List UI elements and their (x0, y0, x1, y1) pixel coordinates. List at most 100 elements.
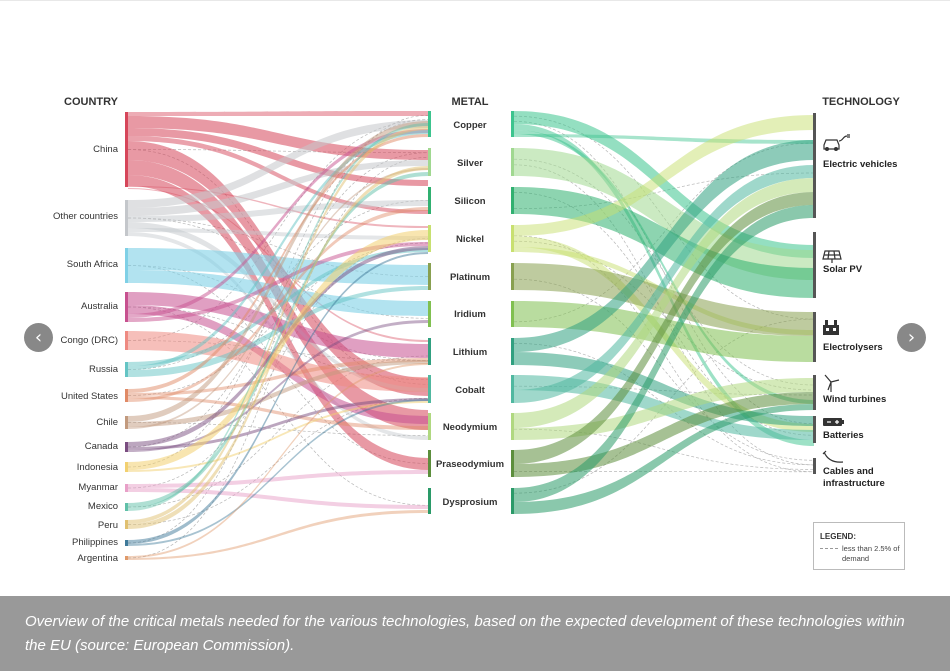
legend-title: LEGEND: (820, 532, 856, 541)
country-label: Argentina (77, 553, 118, 564)
country-node (125, 484, 128, 492)
technology-label: Electric vehicles (823, 159, 897, 170)
flow-country-metal (128, 168, 428, 429)
minor-flow-right (513, 164, 815, 466)
solar-panel-icon (822, 250, 842, 263)
metal-label: Silver (457, 158, 483, 169)
cable-icon (822, 450, 844, 463)
flow-country-metal (128, 331, 428, 392)
flow-country-metal (128, 129, 428, 318)
battery-icon (823, 418, 844, 426)
metal-node-out (511, 111, 514, 137)
metal-node-in (428, 413, 431, 440)
country-label: Canada (85, 441, 119, 452)
metal-label: Lithium (453, 347, 487, 358)
technology-column-header: TECHNOLOGY (822, 96, 900, 108)
flow-country-metal (128, 172, 428, 508)
metal-node-in (428, 488, 431, 514)
flow-country-metal (128, 401, 428, 472)
country-label: Indonesia (77, 462, 119, 473)
technology-node (813, 312, 816, 362)
flow-metal-technology (514, 140, 814, 352)
country-label: Peru (98, 520, 118, 531)
caption-bar: Overview of the critical metals needed f… (0, 596, 950, 671)
flow-metal-technology (514, 130, 814, 404)
metal-column-header: METAL (451, 96, 488, 108)
metal-node-in (428, 148, 431, 176)
technology-label: Solar PV (823, 264, 863, 275)
flow-country-metal (128, 398, 428, 450)
country-node (125, 520, 128, 529)
country-node (125, 200, 128, 236)
country-node (125, 556, 128, 560)
flow-country-metal (128, 470, 428, 488)
metal-node-out (511, 413, 514, 440)
metal-node-in (428, 301, 431, 327)
metal-label: Iridium (454, 309, 486, 320)
flow-country-metal (128, 136, 428, 214)
flow-country-metal (128, 111, 428, 116)
sankey-diagram: China Other countries South Africa Australi… (53, 96, 900, 564)
top-divider (0, 0, 950, 1)
country-node (125, 362, 128, 377)
previous-slide-button[interactable]: ‹ (24, 323, 53, 352)
country-column-header: COUNTRY (64, 96, 119, 108)
chevron-right-icon: › (907, 327, 916, 348)
country-label: Australia (81, 301, 119, 312)
flow-country-metal (128, 510, 428, 560)
flow-country-metal (128, 360, 428, 427)
country-label: Congo (DRC) (60, 335, 118, 346)
metal-technology-flows (513, 111, 815, 514)
country-label: Mexico (88, 501, 118, 512)
metal-label: Dysprosium (443, 497, 498, 508)
flow-country-metal (128, 252, 428, 544)
metal-node-out (511, 338, 514, 365)
country-node (125, 389, 128, 402)
technology-label: Electrolysers (823, 342, 883, 353)
technology-label: Batteries (823, 430, 864, 441)
metal-label: Cobalt (455, 385, 485, 396)
car-icon (823, 134, 850, 151)
flow-country-metal (128, 207, 428, 402)
country-label: Other countries (53, 211, 118, 222)
metal-label: Copper (453, 120, 487, 131)
flow-country-metal (128, 230, 428, 470)
flow-country-metal (128, 358, 428, 396)
country-node (125, 540, 128, 546)
flow-country-metal (128, 399, 428, 546)
next-slide-button[interactable]: › (897, 323, 926, 352)
metal-node-in (428, 338, 431, 365)
metal-node-out (511, 488, 514, 514)
country-node (125, 503, 128, 511)
legend-dash-sample (820, 548, 838, 549)
flow-metal-technology (514, 392, 814, 477)
minor-flow-left (127, 119, 429, 341)
flow-country-metal (128, 120, 428, 208)
flow-country-metal (128, 248, 428, 366)
flow-country-metal (128, 363, 428, 558)
technology-node (813, 232, 816, 298)
flow-metal-technology (514, 134, 814, 144)
metal-node-in (428, 450, 431, 477)
technology-node (813, 458, 816, 474)
country-label: Chile (96, 417, 118, 428)
country-node (125, 248, 128, 283)
metal-node-in (428, 111, 431, 137)
metal-label: Nickel (456, 234, 484, 245)
metal-label: Neodymium (443, 422, 497, 433)
country-label: China (93, 144, 119, 155)
flow-country-metal (128, 166, 428, 529)
minor-flow-left (127, 149, 429, 154)
flow-country-metal (128, 228, 428, 240)
country-label: South Africa (67, 259, 119, 270)
country-metal-flows (127, 111, 429, 560)
flow-metal-technology (514, 404, 814, 514)
flow-metal-technology (514, 205, 814, 502)
metal-node-in (428, 263, 431, 290)
wind-turbine-icon (824, 374, 840, 392)
flow-metal-technology (514, 178, 814, 428)
country-label: Russia (89, 364, 119, 375)
technology-label: Cables and (823, 466, 874, 477)
country-label: Myanmar (78, 482, 118, 493)
minor-flow-right (513, 278, 815, 461)
